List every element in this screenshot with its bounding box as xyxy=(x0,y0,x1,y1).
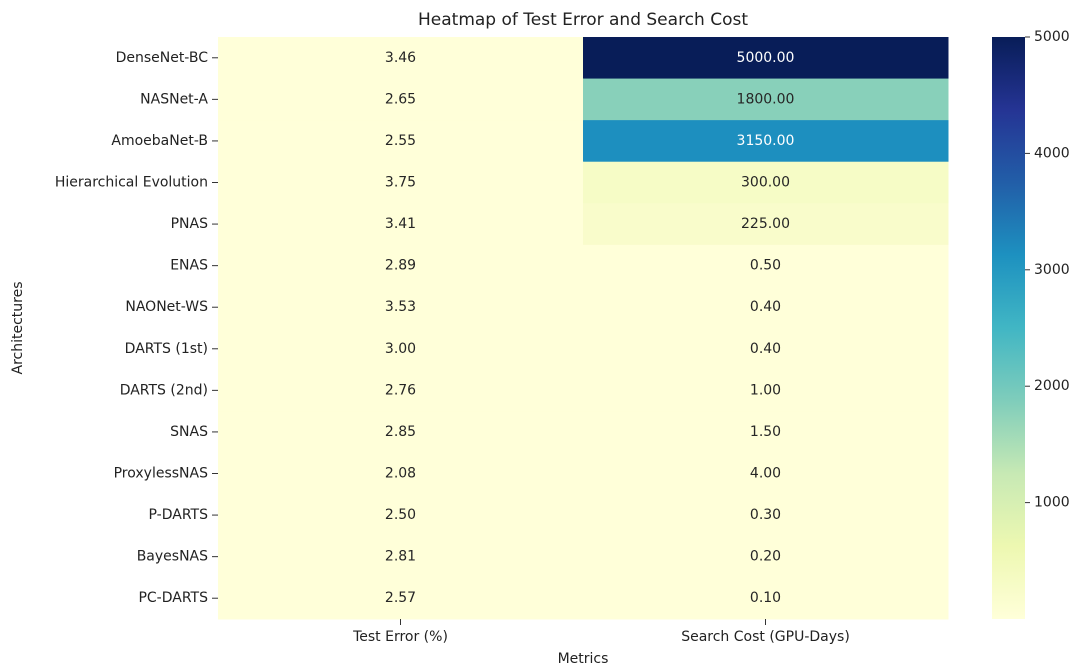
cell-label: 2.81 xyxy=(385,549,416,565)
cell-label: 3.00 xyxy=(385,341,416,357)
cell xyxy=(218,411,584,454)
y-axis-label: Architectures xyxy=(10,281,26,374)
cell xyxy=(218,577,584,620)
cell xyxy=(218,535,584,578)
cell xyxy=(583,161,949,204)
colorbar-tick-label: 4000 xyxy=(1034,145,1070,161)
cell xyxy=(218,161,584,204)
cell xyxy=(218,244,584,287)
cell-label: 2.08 xyxy=(385,466,416,482)
cell xyxy=(583,120,949,163)
cell xyxy=(218,120,584,163)
cell xyxy=(583,78,949,121)
cell-label: 4.00 xyxy=(750,466,781,482)
y-tick-label: SNAS xyxy=(170,424,208,440)
chart-title: Heatmap of Test Error and Search Cost xyxy=(418,10,748,30)
cell xyxy=(583,286,949,329)
colorbar-tick-label: 5000 xyxy=(1034,29,1070,45)
cell xyxy=(583,452,949,495)
y-tick-label: P-DARTS xyxy=(149,507,209,523)
cell xyxy=(218,452,584,495)
cell-label: 3.46 xyxy=(385,50,416,66)
cell-label: 3.41 xyxy=(385,216,416,232)
cell-label: 2.89 xyxy=(385,258,416,274)
cell xyxy=(583,494,949,537)
cell xyxy=(218,203,584,246)
cell xyxy=(583,203,949,246)
x-axis-label: Metrics xyxy=(558,651,609,667)
cell-label: 0.20 xyxy=(750,549,781,565)
cell xyxy=(583,37,949,80)
y-tick-label: DARTS (1st) xyxy=(125,341,208,357)
cell xyxy=(583,535,949,578)
cell-label: 2.57 xyxy=(385,590,416,606)
cell xyxy=(583,369,949,412)
cell-label: 1.50 xyxy=(750,424,781,440)
cell-label: 3.53 xyxy=(385,299,416,315)
cell-label: 2.50 xyxy=(385,507,416,523)
cell-label: 5000.00 xyxy=(737,50,795,66)
y-tick-label: NASNet-A xyxy=(140,91,208,107)
y-tick-label: ProxylessNAS xyxy=(114,466,208,482)
cell xyxy=(218,494,584,537)
cell xyxy=(583,328,949,371)
cell xyxy=(583,577,949,620)
cell-label: 1800.00 xyxy=(737,91,795,107)
y-tick-label: NAONet-WS xyxy=(125,299,208,315)
cell-label: 3.75 xyxy=(385,175,416,191)
cell-label: 2.85 xyxy=(385,424,416,440)
cell-label: 0.40 xyxy=(750,341,781,357)
cell-label: 1.00 xyxy=(750,382,781,398)
cell xyxy=(218,37,584,80)
cell-label: 225.00 xyxy=(741,216,790,232)
y-tick-label: Hierarchical Evolution xyxy=(55,175,208,191)
cell xyxy=(583,411,949,454)
y-tick-label: PC-DARTS xyxy=(138,590,208,606)
cell-label: 2.76 xyxy=(385,382,416,398)
y-tick-label: DenseNet-BC xyxy=(116,50,209,66)
cell-label: 2.55 xyxy=(385,133,416,149)
cell xyxy=(218,286,584,329)
cell xyxy=(218,369,584,412)
cell xyxy=(583,244,949,287)
y-tick-label: BayesNAS xyxy=(137,549,208,565)
y-tick-label: ENAS xyxy=(170,258,208,274)
cell-label: 0.50 xyxy=(750,258,781,274)
cell-label: 0.40 xyxy=(750,299,781,315)
cell xyxy=(218,328,584,371)
x-tick-label: Test Error (%) xyxy=(352,629,448,645)
cell-label: 3150.00 xyxy=(737,133,795,149)
cell xyxy=(218,78,584,121)
colorbar xyxy=(992,37,1025,619)
colorbar-tick-label: 1000 xyxy=(1034,495,1070,511)
x-tick-label: Search Cost (GPU-Days) xyxy=(681,629,850,645)
cell-label: 2.65 xyxy=(385,91,416,107)
cell-label: 300.00 xyxy=(741,175,790,191)
colorbar-tick-label: 3000 xyxy=(1034,262,1070,278)
y-tick-label: DARTS (2nd) xyxy=(120,382,208,398)
y-tick-label: PNAS xyxy=(171,216,208,232)
cell-label: 0.30 xyxy=(750,507,781,523)
cell-label: 0.10 xyxy=(750,590,781,606)
y-tick-label: AmoebaNet-B xyxy=(111,133,208,149)
colorbar-tick-label: 2000 xyxy=(1034,378,1070,394)
